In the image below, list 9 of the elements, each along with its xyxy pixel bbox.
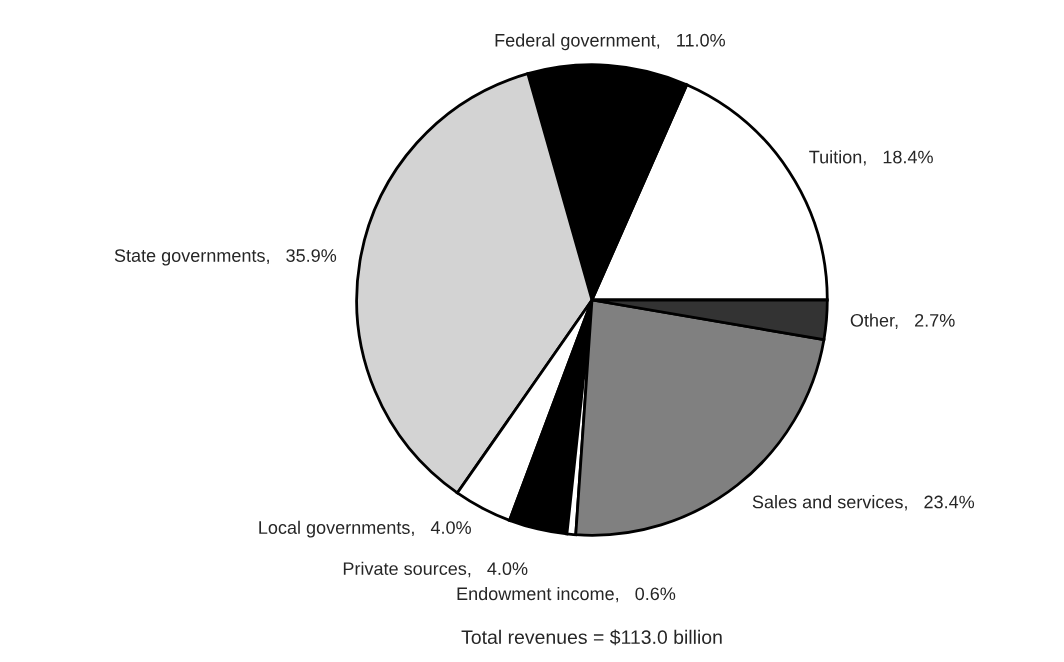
slice-label: State governments, 35.9% — [114, 249, 337, 266]
slice-label: Sales and services, 23.4% — [752, 495, 975, 511]
slice-label: Federal government, 11.0% — [495, 33, 725, 51]
slice-label: Local governments, 4.0% — [259, 520, 471, 538]
slice-label: Other, 2.7% — [850, 313, 955, 329]
slice-label: Endowment income, 0.6% — [457, 586, 676, 603]
text: Total revenues = $113.0 billion — [461, 629, 722, 646]
slice-label: Private sources, 4.0% — [343, 561, 528, 578]
slice-label: Tuition, 18.4% — [809, 150, 933, 166]
